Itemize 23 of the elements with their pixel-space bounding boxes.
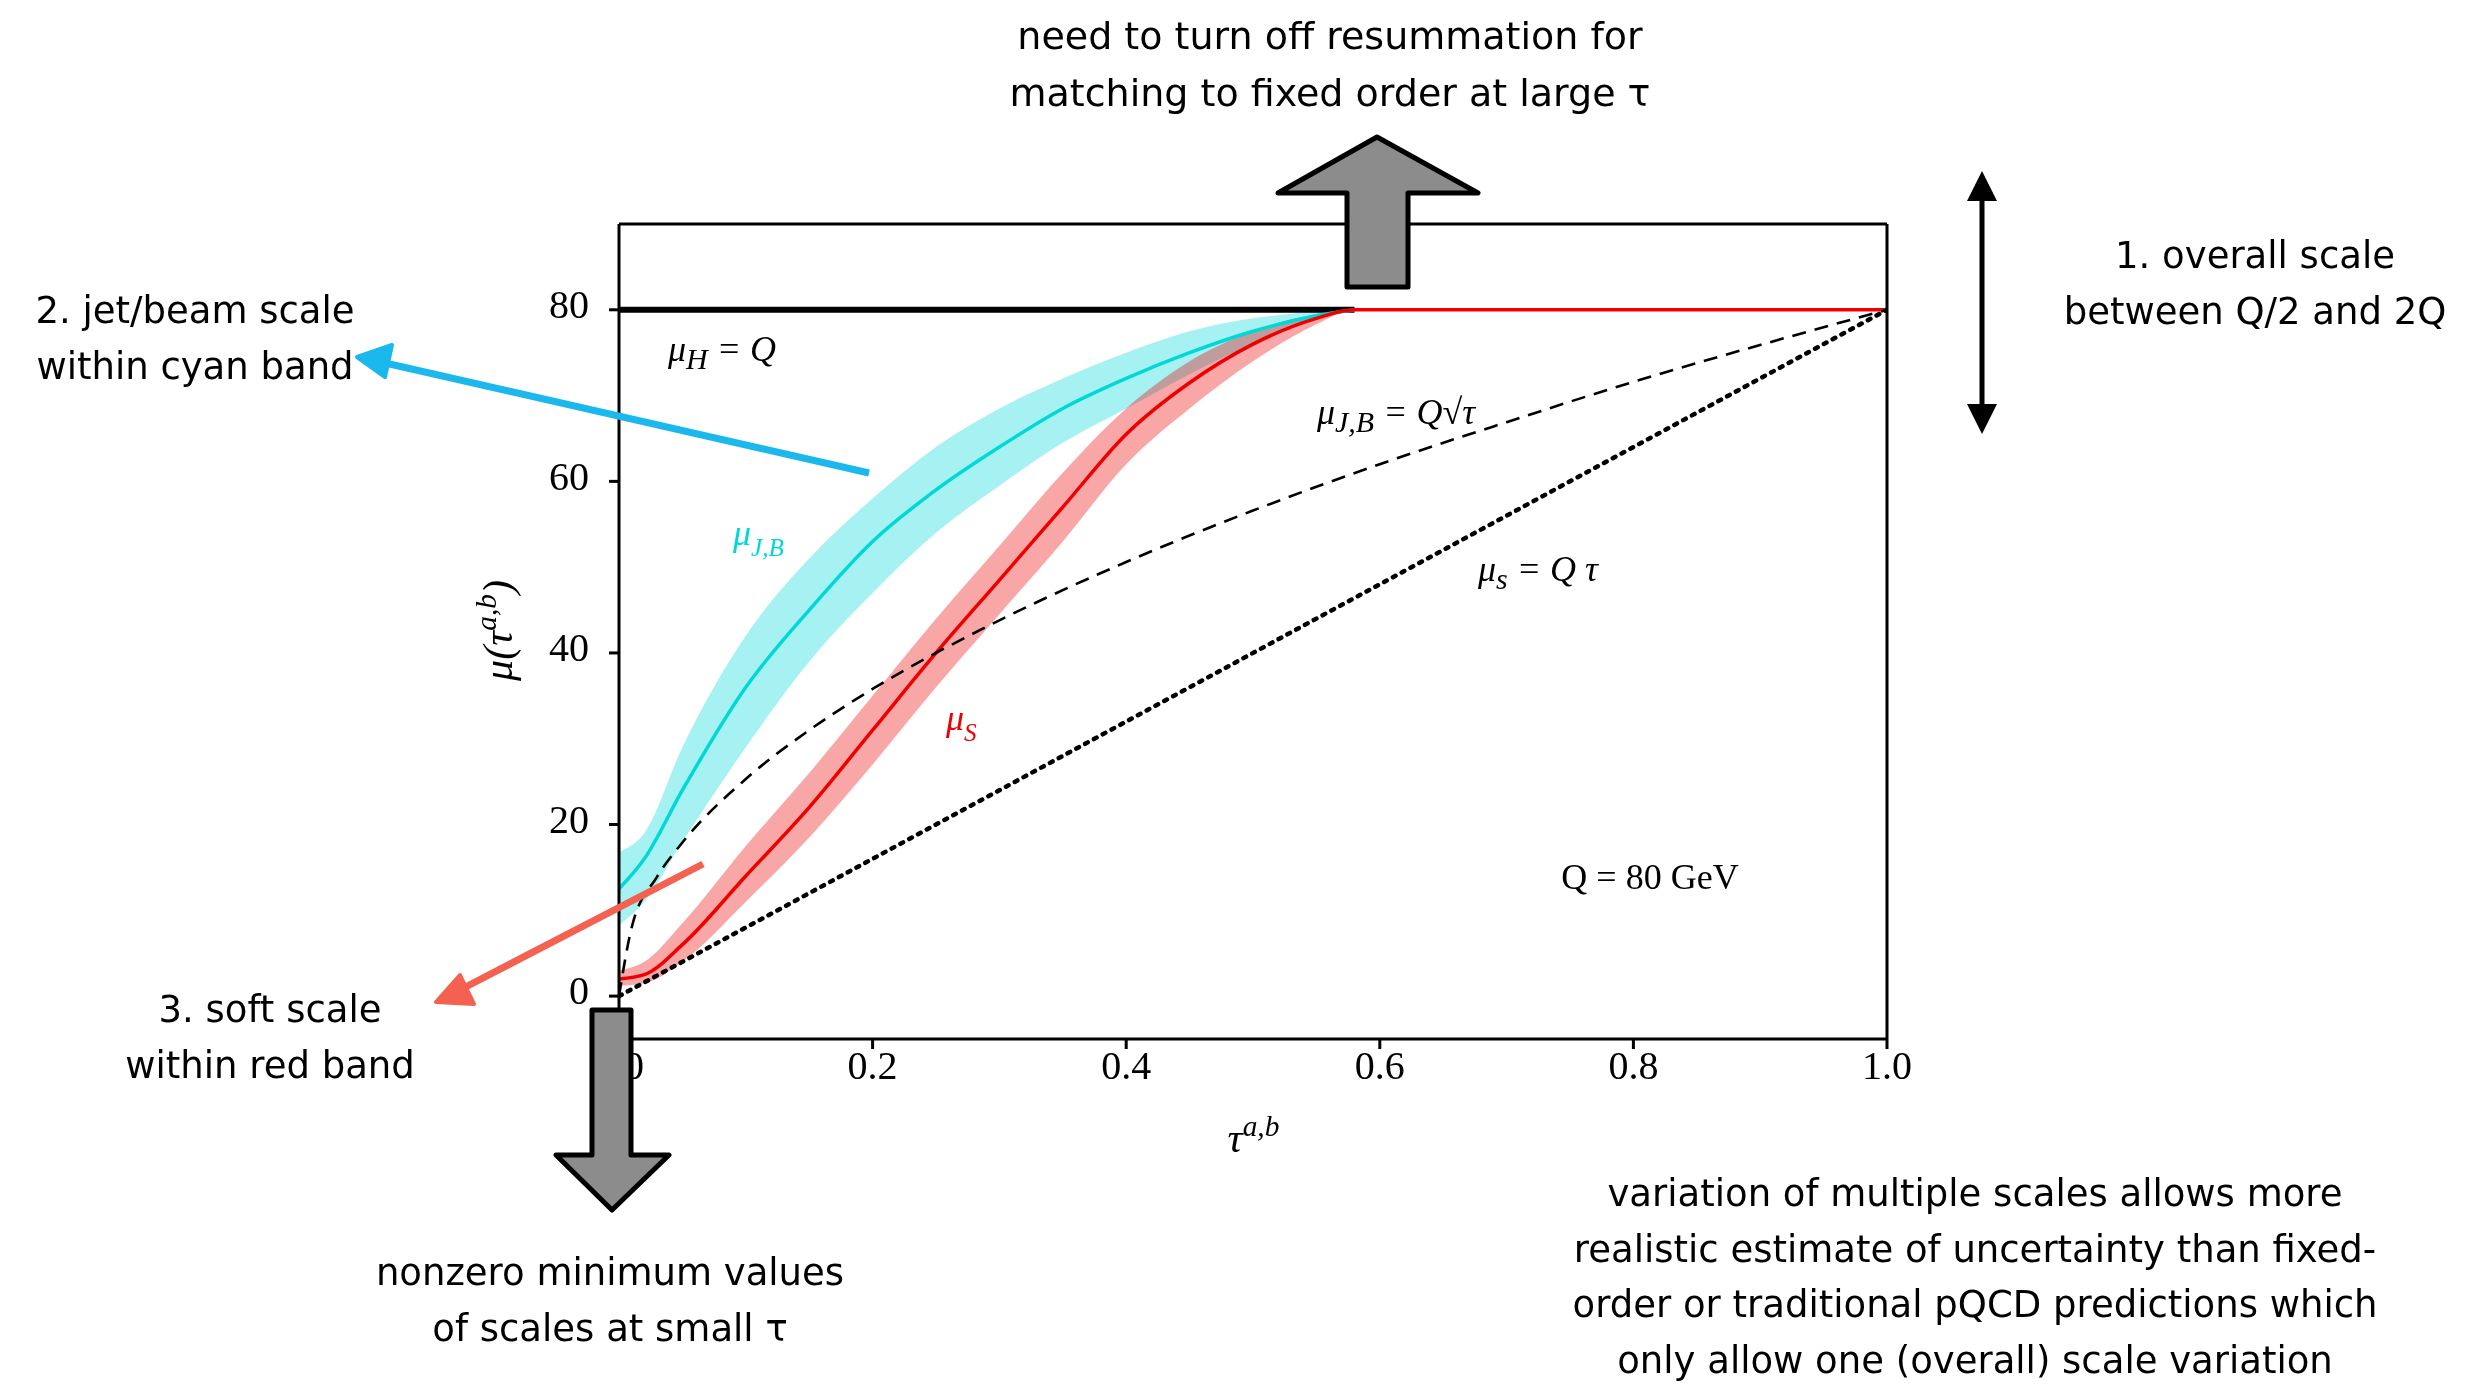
text: nonzero minimum values of scales at small τ xyxy=(374,1250,846,1352)
y-tick-label: 20 xyxy=(549,796,589,842)
y-tick-label: 60 xyxy=(549,453,589,499)
y-tick-label: 0 xyxy=(569,968,589,1014)
text: 2. jet/beam scale within cyan band xyxy=(34,288,356,390)
x-tick-label: 0.2 xyxy=(847,1043,898,1089)
text: variation of multiple scales allows more realistic estimate of uncertainty than fixed- order or traditional pQCD predictions which only allow one (overall) scale variation xyxy=(1571,1171,2379,1384)
x-axis-title: τ$^{a,b}$ xyxy=(1227,1110,1280,1161)
text: 1. overall scale between Q/2 and 2Q xyxy=(2062,233,2448,335)
annotation: μ$_{s}$ = Q τ xyxy=(1477,548,1600,598)
x-tick-label: 0.8 xyxy=(1608,1043,1659,1089)
y-tick-label: 40 xyxy=(549,625,589,671)
series-label: μ$_{J,B}$ xyxy=(732,513,784,562)
annotation: Q = 80 GeV xyxy=(1560,856,1740,899)
x-tick-label: 0.6 xyxy=(1354,1043,1405,1089)
annotation: μ$_{H}$ = Q xyxy=(666,328,777,378)
x-tick-label: 1.0 xyxy=(1862,1043,1912,1089)
text: need to turn off resummation for matching to fixed order at large τ xyxy=(1008,13,1652,117)
x-tick-label: 0.4 xyxy=(1101,1043,1152,1089)
series-label: μ$_{S}$ xyxy=(945,697,978,746)
annotation: μ$_{J,B}$ = Q√τ xyxy=(1315,391,1477,441)
y-tick-label: 80 xyxy=(549,281,589,327)
text: 3. soft scale within red band xyxy=(124,987,416,1089)
